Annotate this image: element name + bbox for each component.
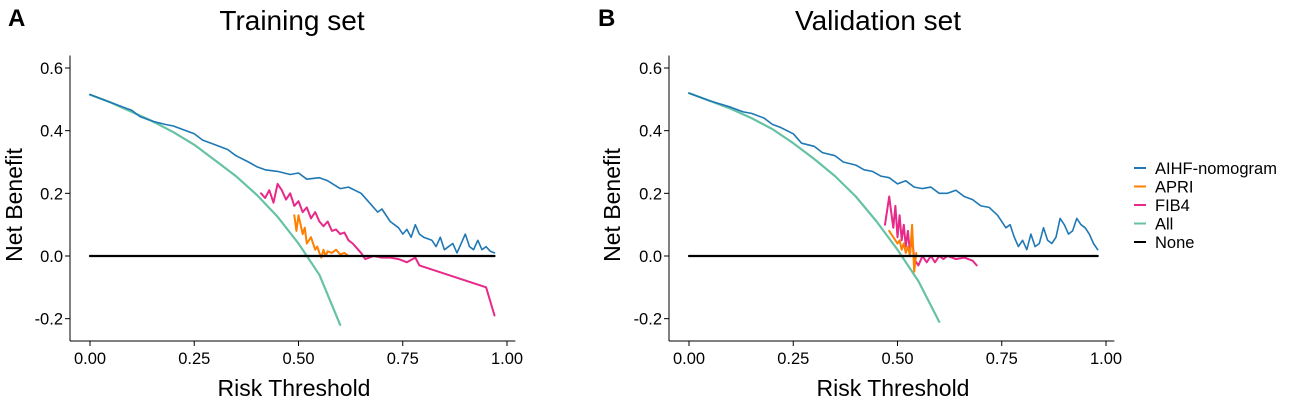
x-tick-label: 0.75 (387, 350, 419, 368)
legend-label-aihf-nomogram: AIHF-nomogram (1155, 160, 1277, 178)
legend-label-apri: APRI (1155, 179, 1194, 197)
panel-validation: B Validation set -0.2 0.0 0.2 0.4 0.6 0.00 0.25 0… (598, 5, 1122, 401)
y-tick-label: 0.4 (639, 123, 662, 141)
chart-title: Validation set (795, 5, 961, 36)
series-line-apri (888, 223, 918, 273)
x-tick-label: 1.00 (1090, 350, 1122, 368)
y-tick-label: 0.6 (40, 60, 63, 78)
y-tick-label: -0.2 (634, 311, 662, 329)
y-tick-label: 0.2 (40, 185, 63, 203)
x-tick-label: 0.00 (74, 350, 106, 368)
x-axis-label: Risk Threshold (817, 375, 970, 401)
y-tick-label: 0.0 (639, 248, 662, 266)
panel-letter: B (598, 5, 615, 32)
y-tick-label: -0.2 (35, 311, 63, 329)
y-axis-label: Net Benefit (599, 148, 625, 262)
chart-title: Training set (219, 5, 364, 36)
y-tick-label: 0.0 (40, 248, 63, 266)
series-line-all (687, 91, 941, 323)
y-tick-label: 0.2 (639, 185, 662, 203)
series-line-aihf-nomogram (688, 92, 1099, 251)
series-line-apri (293, 214, 350, 259)
x-tick-label: 0.25 (178, 350, 210, 368)
legend-label-fib4: FIB4 (1155, 197, 1190, 215)
series-line-fib4 (260, 182, 496, 317)
x-tick-label: 0.50 (282, 350, 314, 368)
panel-letter: A (8, 5, 25, 32)
y-tick-label: 0.4 (40, 123, 63, 141)
y-tick-label: 0.6 (639, 60, 662, 78)
x-tick-label: 0.25 (777, 350, 809, 368)
y-axis-label: Net Benefit (1, 148, 27, 262)
x-axis-label: Risk Threshold (218, 375, 371, 401)
series-line-aihf-nomogram (89, 93, 496, 254)
x-tick-label: 0.00 (673, 350, 705, 368)
x-tick-label: 0.75 (986, 350, 1018, 368)
series-line-all (88, 93, 342, 326)
panel-training: A Training set -0.2 0.0 0.2 0.4 0.6 0.00 0.25 0.5… (1, 5, 523, 401)
x-tick-label: 0.50 (881, 350, 913, 368)
legend-label-none: None (1155, 234, 1194, 252)
x-tick-label: 1.00 (491, 350, 523, 368)
legend-label-all: All (1155, 216, 1173, 234)
